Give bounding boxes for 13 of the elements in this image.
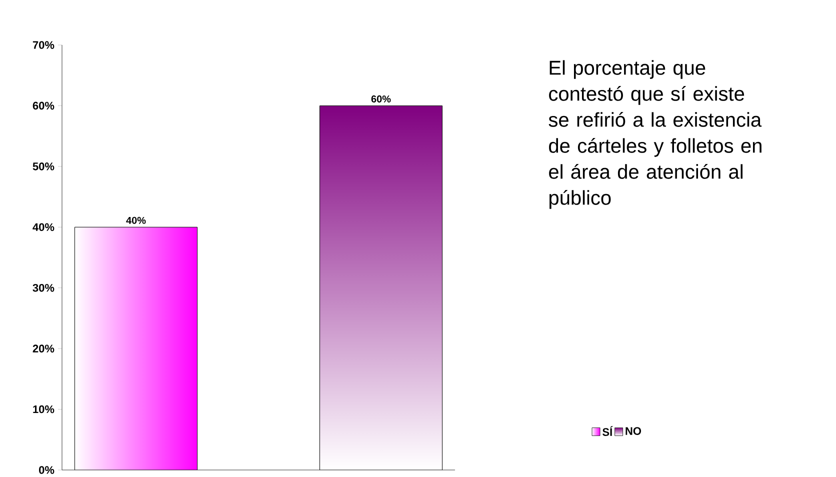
text: El porcentaje que contestó que sí existe se refirió a la existencia de cárteles y folletos en el área de atención al público (548, 60, 762, 209)
y-tick-label: 10% (33, 405, 54, 414)
y-tick-label: 30% (32, 284, 54, 292)
data-label: 40% (126, 216, 146, 224)
y-tick-label: 40% (32, 223, 54, 231)
legend-label: NO (626, 427, 642, 435)
y-tick-label: 0% (39, 466, 54, 474)
y-tick-label: 20% (32, 344, 54, 352)
y-tick-label: 60% (32, 102, 54, 110)
data-label: 60% (371, 95, 391, 102)
y-tick-label: 50% (32, 162, 54, 170)
legend-label: SÍ (602, 426, 613, 436)
y-tick-label: 70% (32, 41, 54, 49)
